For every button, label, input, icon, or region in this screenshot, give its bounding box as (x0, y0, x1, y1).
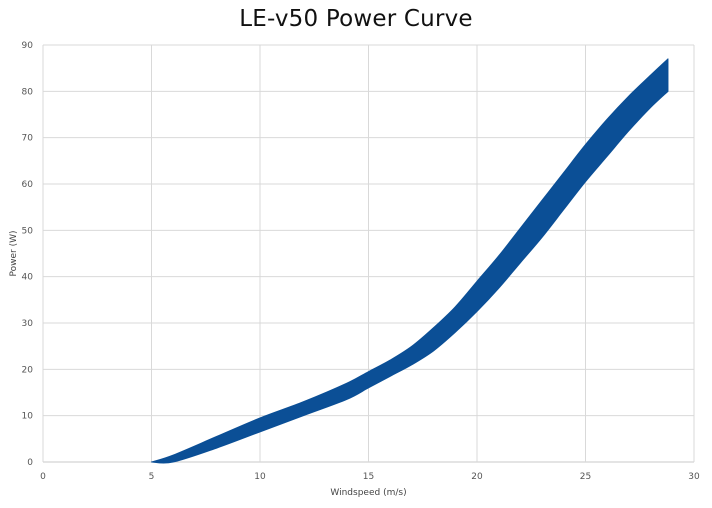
y-tick-label-20: 20 (22, 365, 34, 375)
tick-labels: 0 10 20 30 40 50 60 70 80 90 0 5 10 15 20 25 30 (22, 41, 700, 482)
power-band-area-0 (151, 58, 669, 464)
y-tick-label-80: 80 (22, 87, 34, 97)
y-tick-label-10: 10 (22, 412, 34, 422)
chart-title: LE-v50 Power Curve (239, 6, 473, 32)
y-tick-label-40: 40 (22, 273, 34, 283)
power-band (151, 58, 669, 464)
y-tick-label-70: 70 (22, 134, 34, 144)
y-tick-label-50: 50 (22, 226, 34, 236)
y-tick-label-60: 60 (22, 180, 34, 190)
y-tick-label-30: 30 (22, 319, 34, 329)
grid (42, 44, 695, 463)
x-tick-label-25: 25 (580, 472, 591, 482)
x-tick-label-30: 30 (688, 472, 700, 482)
x-tick-label-5: 5 (149, 472, 155, 482)
y-tick-label-0: 0 (27, 458, 33, 468)
x-axis-title: Windspeed (m/s) (330, 488, 406, 498)
x-tick-label-20: 20 (471, 472, 483, 482)
x-tick-label-15: 15 (363, 472, 374, 482)
x-tick-label-0: 0 (40, 472, 46, 482)
y-tick-label-90: 90 (22, 41, 34, 51)
y-axis-title: Power (W) (9, 231, 19, 277)
x-tick-label-10: 10 (254, 472, 266, 482)
